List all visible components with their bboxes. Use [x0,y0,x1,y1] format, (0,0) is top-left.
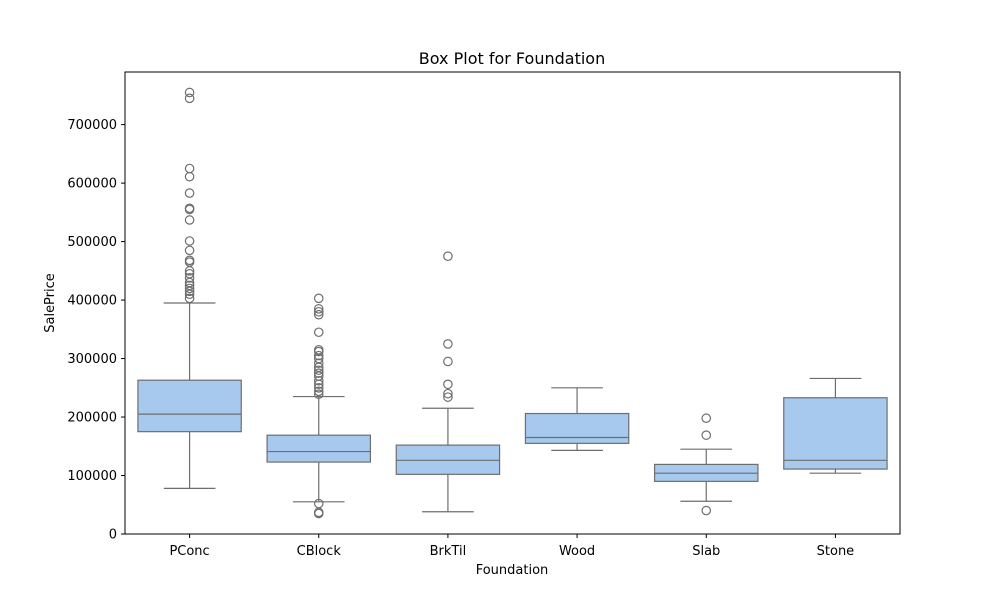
outlier-point [184,283,195,294]
outlier-point [313,344,324,355]
outlier-point [184,203,195,214]
outlier-point [313,358,324,369]
outlier-point [313,293,324,304]
outlier-point [184,273,195,283]
box-group-slab [653,413,759,516]
y-tick-label: 500000 [67,235,117,250]
outlier-point [313,368,324,378]
iqr-box [783,397,888,470]
box-group-cblock [266,293,372,519]
outlier-point [184,293,195,304]
x-tick-label: PConc [169,544,209,559]
x-tick-label: CBlock [297,544,342,559]
outlier-point [443,339,453,349]
outlier-point [443,251,453,262]
iqr-box [137,379,242,433]
x-axis-label: Foundation [476,563,549,578]
outlier-point [313,389,324,400]
outlier-point [701,505,712,516]
outlier-point [313,498,324,509]
outlier-point [184,280,195,291]
y-tick-label: 200000 [67,411,117,426]
outlier-point [313,350,324,361]
y-tick-label: 100000 [67,469,117,484]
y-tick-label: 700000 [67,118,117,133]
chart-title: Box Plot for Foundation [419,49,605,68]
y-tick-label: 400000 [67,294,117,309]
outlier-point [184,171,195,182]
outlier-point [184,163,195,174]
outlier-point [313,382,324,393]
x-tick-label: Slab [692,544,720,559]
y-tick-label: 0 [109,528,117,543]
outlier-point [184,87,195,98]
iqr-box [266,434,372,463]
outlier-point [313,306,324,317]
outlier-point [313,386,324,397]
outlier-point [443,392,453,402]
x-tick-label: BrkTil [430,544,467,559]
y-tick-label: 600000 [67,177,117,192]
outlier-point [701,413,712,424]
outlier-point [443,379,453,390]
outlier-point [443,356,453,367]
plot-area [137,87,888,519]
outlier-point [701,430,712,440]
box-group-brktil [395,251,501,513]
outlier-point [313,309,324,320]
plot-frame [124,71,901,535]
outlier-point [443,388,453,399]
outlier-point [313,304,324,314]
y-axis-label: SalePrice [43,273,58,333]
outlier-point [184,93,195,104]
outlier-point [184,236,195,246]
outlier-point [184,268,195,279]
iqr-box [524,412,630,444]
y-axis: 0 100000 200000 300000 400000 500000 600000 700… [67,118,125,543]
outlier-point [313,375,324,386]
x-tick-label: Stone [817,544,855,559]
outlier-point [184,255,195,266]
outlier-point [184,188,195,198]
y-tick-label: 300000 [67,352,117,367]
outlier-point [184,245,195,256]
box-group-stone [783,377,888,474]
x-tick-label: Wood [559,544,595,559]
outlier-point [313,327,324,338]
outlier-point [184,215,195,225]
x-axis: PConc CBlock BrkTil Wood Slab Stone [169,534,854,559]
outlier-point [313,365,324,376]
box-group-pconc [137,87,242,489]
box-group-wood [524,387,630,451]
